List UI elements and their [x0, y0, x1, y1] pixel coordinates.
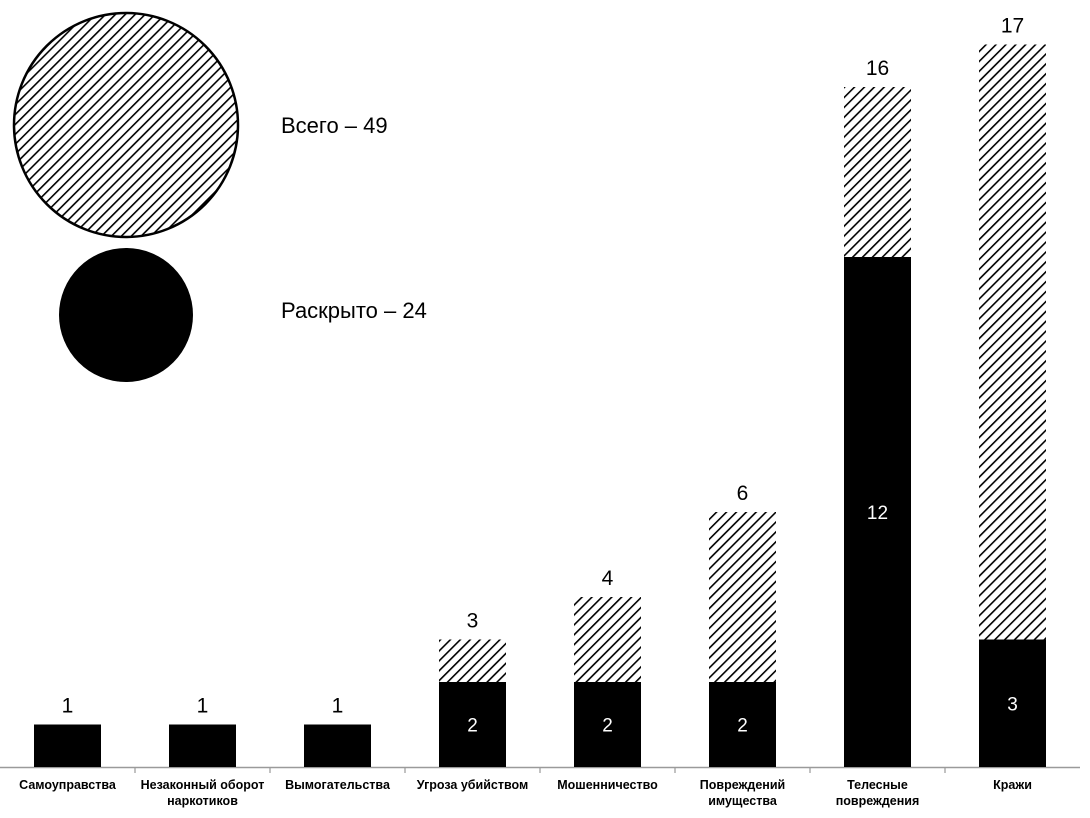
category-label-3: Угроза убийством: [417, 778, 528, 792]
solved-label-4: 2: [602, 716, 613, 737]
category-label-5: Повреждений имущества: [700, 778, 785, 808]
bars-group: [34, 44, 1046, 767]
solved-label-5: 2: [737, 716, 748, 737]
category-label-6: Телесные повреждения: [836, 778, 920, 808]
bar-solved-2: [304, 724, 371, 767]
bar-solved-1: [169, 724, 236, 767]
total-label-5: 6: [737, 482, 749, 505]
bar-solved-3: [439, 682, 506, 767]
category-label-4: Мошенничество: [557, 778, 658, 792]
bar-unsolved-5: [709, 512, 776, 682]
category-label-1: Незаконный оборот наркотиков: [141, 778, 265, 808]
solved-label-6: 12: [867, 503, 888, 524]
labels-group: 1 Самоуправства 1 Незаконный оборот наркотик…: [19, 15, 1032, 809]
total-label-7: 17: [1001, 15, 1024, 38]
category-label-7: Кражи: [993, 778, 1032, 792]
bar-unsolved-3: [439, 639, 506, 682]
solved-label-7: 3: [1007, 694, 1018, 715]
solved-label-3: 2: [467, 716, 478, 737]
bar-unsolved-6: [844, 87, 911, 257]
total-label-0: 1: [62, 695, 74, 718]
total-label-4: 4: [602, 567, 614, 590]
total-label-6: 16: [866, 57, 889, 80]
bar-solved-4: [574, 682, 641, 767]
bar-solved-0: [34, 724, 101, 767]
total-label-2: 1: [332, 695, 344, 718]
total-label-3: 3: [467, 610, 479, 633]
bar-solved-7: [979, 639, 1046, 767]
legend-solved-swatch: [59, 248, 193, 382]
total-label-1: 1: [197, 695, 209, 718]
bar-solved-5: [709, 682, 776, 767]
category-label-0: Самоуправства: [19, 778, 117, 792]
category-label-2: Вымогательства: [285, 778, 391, 792]
bar-unsolved-7: [979, 44, 1046, 640]
legend-solved-label: Раскрыто – 24: [281, 298, 427, 323]
legend-total-label: Всего – 49: [281, 113, 388, 138]
legend-total-swatch: [12, 11, 240, 239]
x-axis-ticks: [134, 767, 946, 773]
bar-unsolved-4: [574, 597, 641, 682]
bar-solved-6: [844, 257, 911, 767]
